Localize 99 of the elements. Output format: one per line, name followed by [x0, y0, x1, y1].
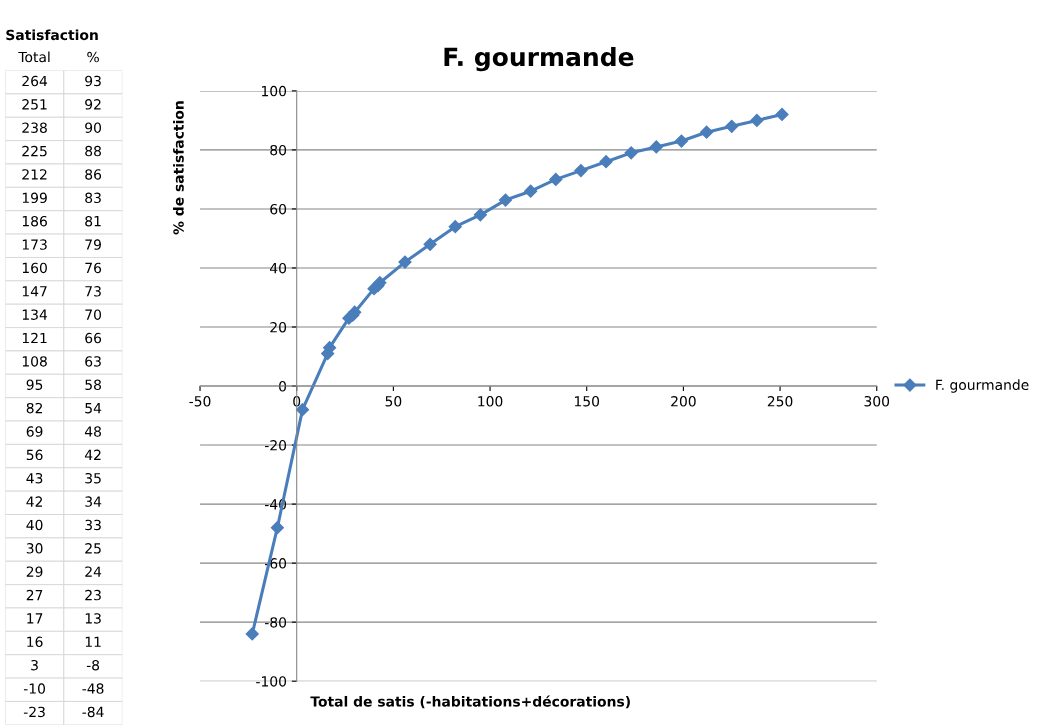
point [599, 155, 613, 169]
data-label: 212 [22, 169, 47, 180]
data-label: 186 [22, 215, 47, 227]
point [448, 220, 462, 234]
data-label: 121 [22, 332, 47, 344]
data-label: 58 [85, 379, 101, 391]
data-label: 70 [85, 309, 102, 320]
x-tick-label: % [87, 51, 99, 63]
y-tick-label: -20 [264, 440, 287, 451]
point [750, 113, 764, 127]
x-tick-label: 50 [385, 396, 402, 407]
point [498, 193, 513, 207]
point [574, 163, 588, 178]
y-tick-label: 100 [262, 85, 287, 97]
point [270, 521, 284, 535]
data-label: 160 [22, 262, 47, 274]
data-label: 13 [85, 613, 101, 624]
data-label: 134 [22, 309, 48, 320]
data-label: 23 [85, 589, 101, 601]
data-label: -48 [82, 683, 104, 694]
x-tick-label: 0 [293, 396, 301, 407]
data-label: 73 [85, 286, 101, 297]
point [775, 107, 789, 122]
data-label: 30 [26, 543, 43, 554]
data-label: -84 [82, 706, 104, 718]
data-label: 35 [85, 472, 101, 484]
point [674, 134, 689, 148]
data-label: 29 [26, 566, 43, 577]
data-label: 33 [85, 519, 101, 531]
data-label: 92 [85, 99, 101, 110]
data-label: -23 [23, 706, 45, 718]
data-label: 27 [26, 589, 43, 601]
data-label: 79 [85, 239, 101, 250]
chart-title: F. gourmande [444, 46, 634, 72]
data-label: 43 [26, 472, 43, 484]
data-label: 238 [22, 122, 47, 133]
data-label: 34 [85, 496, 102, 507]
data-label: 225 [22, 145, 47, 157]
data-label: 42 [84, 449, 101, 460]
data-label: -10 [23, 683, 45, 694]
data-label: 81 [85, 215, 101, 227]
data-label: 82 [26, 402, 43, 414]
data-label: 66 [85, 332, 102, 344]
y-tick-label: 60 [270, 203, 287, 215]
x-tick-label: Total [18, 51, 50, 63]
y-tick-label: 40 [269, 262, 287, 274]
data-label: 42 [26, 496, 43, 507]
point [549, 172, 563, 187]
point [423, 237, 437, 251]
point [649, 140, 663, 154]
point [725, 119, 739, 133]
point [700, 125, 714, 139]
y-tick-label: 20 [270, 321, 287, 333]
y-tick-label: 0 [279, 381, 287, 392]
data-label: 88 [85, 145, 101, 157]
data-label: 108 [22, 356, 47, 367]
x-tick-label: -50 [189, 396, 211, 407]
y-tick-label: -80 [264, 617, 287, 628]
chart-title: Satisfaction [6, 29, 98, 41]
data-label: 56 [26, 449, 43, 461]
x-tick-label: 250 [767, 396, 793, 407]
point [245, 627, 259, 641]
data-label: 199 [22, 192, 47, 204]
x-tick-label: 300 [864, 396, 890, 407]
data-label: 54 [85, 403, 102, 414]
point [624, 146, 638, 160]
y-tick-label: -100 [256, 676, 287, 687]
data-label: 76 [85, 262, 102, 274]
x-tick-label: 150 [574, 396, 600, 407]
data-label: 90 [85, 122, 102, 133]
x-tick-label: 200 [671, 396, 696, 407]
data-label: 95 [26, 379, 43, 391]
legend-label: F. gourmande [936, 379, 1029, 393]
point [398, 255, 412, 269]
data-label: 48 [84, 426, 101, 437]
data-label: 16 [27, 636, 43, 648]
point [367, 282, 381, 296]
data-label: 147 [22, 286, 47, 297]
data-label: 63 [85, 356, 101, 367]
data-label: -8 [86, 659, 100, 671]
data-label: 24 [85, 566, 102, 577]
data-label: 40 [26, 519, 43, 531]
data-label: 17 [27, 613, 43, 624]
y-tick-label: 80 [270, 144, 287, 156]
y-axis-title: % de satisfaction [173, 101, 184, 235]
data-label: 83 [85, 192, 101, 204]
data-label: 11 [85, 636, 101, 647]
data-label: 86 [85, 169, 102, 180]
data-label: 25 [85, 543, 101, 554]
data-label: 69 [26, 426, 43, 437]
data-label: 93 [85, 75, 101, 87]
data-label: 173 [22, 239, 47, 250]
data-label: 3 [31, 659, 38, 671]
x-axis-title: Total de satis (-habitations+décorations) [310, 695, 630, 709]
x-tick-label: 100 [478, 396, 503, 407]
data-label: 264 [22, 75, 48, 87]
point [473, 208, 487, 222]
data-label: 251 [22, 99, 47, 110]
point [524, 184, 538, 198]
